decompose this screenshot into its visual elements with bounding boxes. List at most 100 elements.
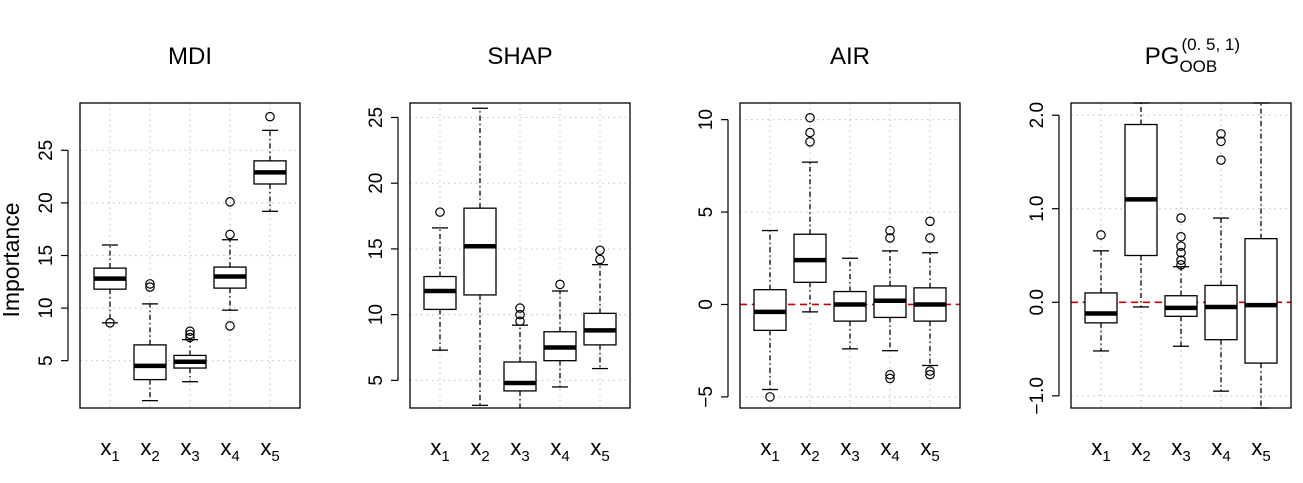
outlier-point <box>925 233 935 243</box>
outlier-point <box>1216 136 1226 147</box>
y-tick-label: 25 <box>366 107 387 128</box>
outlier-point <box>185 329 195 340</box>
y-tick-label: 5 <box>36 355 57 366</box>
outlier-point <box>265 111 275 122</box>
outlier-point <box>1176 260 1186 270</box>
box-4 <box>543 279 577 388</box>
outlier-point <box>185 326 195 337</box>
panel-2: 5 10 15 20 25 x1 x2 x3 x4 x5 SHAP <box>366 43 631 465</box>
panel-title-superscript: (0. 5, 1) <box>1181 35 1240 54</box>
y-tick-label: −1.0 <box>1027 377 1048 415</box>
panels: 5 10 15 20 25 x1 x2 x3 x4 x5 MDI 5 10 15 20 25 x1 x2 x3 x4 x… <box>36 35 1292 465</box>
outlier-point <box>885 373 895 384</box>
x-tick-label: x4 <box>220 435 239 465</box>
box-3 <box>173 326 207 383</box>
x-tick-label: x5 <box>1251 435 1270 465</box>
box-5 <box>253 111 287 212</box>
x-tick-label: x5 <box>260 435 279 465</box>
y-tick-label: 0 <box>696 299 717 310</box>
outlier-point <box>805 137 815 147</box>
outlier-point <box>925 369 935 380</box>
outlier-point <box>765 392 775 402</box>
box-4 <box>213 197 247 331</box>
x-tick-label: x2 <box>1131 435 1150 465</box>
panel-title: PGOOB <box>1145 43 1217 76</box>
x-tick-label: x2 <box>140 435 159 465</box>
plot-frame <box>79 102 301 409</box>
outlier-point <box>885 225 895 236</box>
x-tick-label: x4 <box>1211 435 1230 465</box>
outlier-point <box>925 366 935 376</box>
plot-frame <box>1070 102 1292 409</box>
x-tick-label: x3 <box>510 435 529 465</box>
y-tick-label: 10 <box>36 298 57 319</box>
box-1 <box>753 229 787 402</box>
plot-frame <box>739 102 961 409</box>
outlier-point <box>885 369 895 380</box>
panel-3: −5 0 5 10 x1 x2 x3 x4 x5 AIR <box>696 43 961 465</box>
box-3 <box>503 303 537 408</box>
outlier-point <box>805 127 815 138</box>
y-tick-label: 20 <box>36 192 57 213</box>
box-iqr <box>1124 123 1158 257</box>
y-tick-label: 20 <box>366 173 387 194</box>
outlier-point <box>1216 155 1226 165</box>
y-tick-label: 15 <box>36 245 57 266</box>
box-5 <box>583 245 617 370</box>
outlier-point <box>185 332 195 343</box>
box-4 <box>1204 129 1238 392</box>
outlier-point <box>805 112 815 123</box>
x-tick-label: x4 <box>880 435 899 465</box>
box-1 <box>1084 230 1118 352</box>
box-2 <box>133 279 167 402</box>
x-tick-label: x4 <box>550 435 569 465</box>
outlier-point <box>555 279 565 290</box>
outlier-point <box>145 279 155 289</box>
outlier-point <box>1096 230 1106 240</box>
x-tick-label: x2 <box>800 435 819 465</box>
outlier-point <box>1176 255 1186 265</box>
panel-title: SHAP <box>487 43 552 70</box>
y-tick-label: 1.0 <box>1027 196 1048 222</box>
box-4 <box>873 225 907 384</box>
y-axis-label: Importance <box>0 202 24 317</box>
box-1 <box>93 244 127 328</box>
x-tick-label: x5 <box>590 435 609 465</box>
box-2 <box>1124 102 1158 308</box>
y-tick-label: 5 <box>696 207 717 218</box>
box-iqr <box>1084 292 1118 324</box>
outlier-point <box>225 229 235 240</box>
outlier-point <box>105 318 115 328</box>
x-tick-label: x1 <box>100 435 119 465</box>
outlier-point <box>225 321 235 331</box>
panel-title: AIR <box>830 43 870 70</box>
panel-1: 5 10 15 20 25 x1 x2 x3 x4 x5 MDI <box>36 43 301 465</box>
y-tick-label: 5 <box>366 375 387 386</box>
outlier-point <box>225 197 235 207</box>
outlier-point <box>515 309 525 320</box>
box-2 <box>793 112 827 313</box>
outlier-point <box>515 303 525 313</box>
box-2 <box>463 107 497 407</box>
panel-4: −1.0 0.0 1.0 2.0 x1 x2 x3 x4 x5 PGOOB(0. 5, 1) <box>1027 35 1292 465</box>
y-tick-label: 25 <box>36 140 57 161</box>
x-tick-label: x3 <box>180 435 199 465</box>
x-tick-label: x1 <box>760 435 779 465</box>
x-tick-label: x3 <box>1171 435 1190 465</box>
box-iqr <box>133 344 167 381</box>
outlier-point <box>145 282 155 292</box>
x-tick-label: x5 <box>920 435 939 465</box>
outlier-point <box>1176 247 1186 258</box>
x-tick-label: x1 <box>1091 435 1110 465</box>
y-tick-label: −5 <box>696 386 717 408</box>
outlier-point <box>1176 213 1186 223</box>
outlier-point <box>595 245 605 256</box>
outlier-point <box>1176 241 1186 251</box>
outlier-point <box>925 216 935 227</box>
box-iqr <box>503 361 537 392</box>
x-tick-label: x1 <box>430 435 449 465</box>
outlier-point <box>515 316 525 327</box>
outlier-point <box>435 207 445 217</box>
panel-title: MDI <box>168 43 212 70</box>
